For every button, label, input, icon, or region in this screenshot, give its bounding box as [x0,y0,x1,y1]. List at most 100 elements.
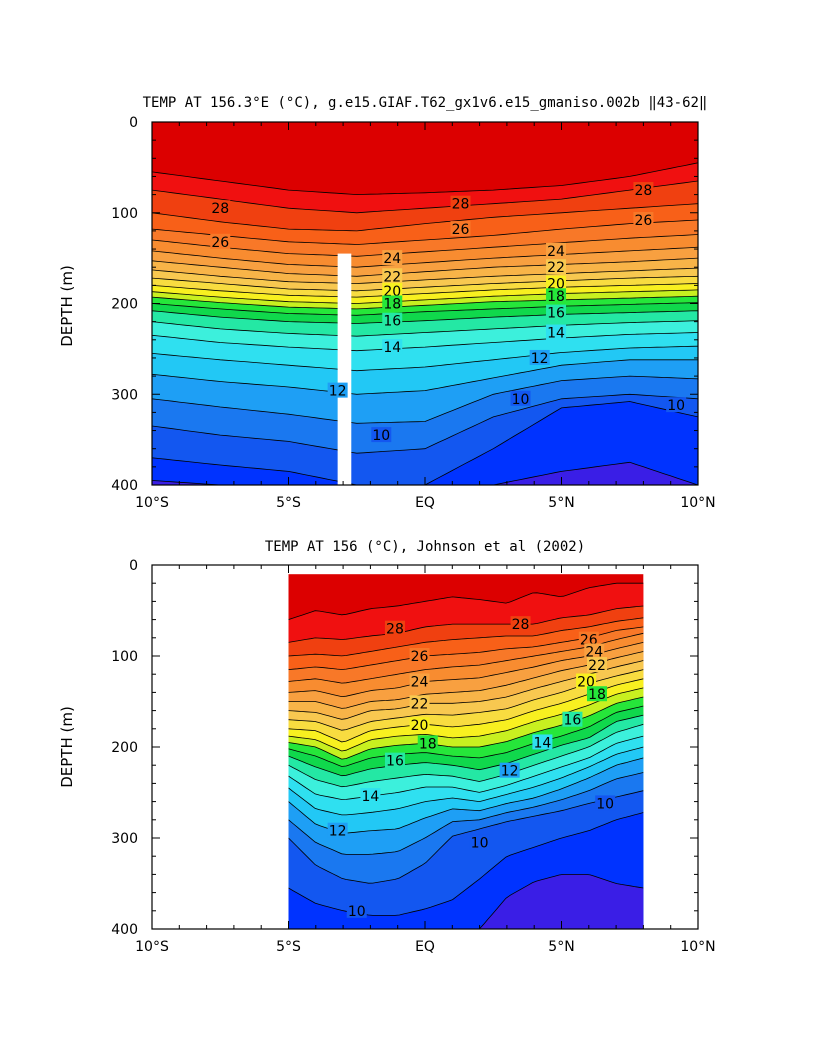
contour-label: 26 [452,222,470,238]
contour-label-bg [409,695,430,711]
model-temperature-panel: TEMP AT 156.3°E (°C), g.e15.GIAF.T62_gx1… [58,95,716,511]
isotherm-19 [152,289,698,304]
contour-label: 12 [329,384,347,400]
isotherm-11 [152,375,698,424]
contour-label: 24 [585,644,603,660]
contour-label-bg [210,200,231,216]
contour-label: 16 [386,754,404,770]
y-tick-label: 300 [111,831,138,847]
isotherm-17 [152,302,698,316]
contour-label: 14 [547,326,565,342]
y-tick-label: 0 [129,558,138,574]
contour-label-bg [382,282,403,298]
contour-label-bg [346,902,367,918]
y-tick-label: 300 [111,387,138,403]
contour-label-bg [546,324,567,340]
contour-label-bg [360,788,381,804]
contour-label-bg [409,648,430,663]
contour-label: 14 [533,735,551,751]
contour-label: 12 [329,824,347,840]
contour-label-bg [382,312,403,328]
contour-label-bg [450,195,471,211]
contour-label: 10 [372,428,390,444]
contour-label: 28 [512,617,530,633]
isotherm-24 [152,246,698,268]
isotherm-22 [152,267,698,284]
isotherm-25 [288,632,644,684]
contour-label: 26 [211,235,229,251]
contour-label: 16 [564,713,582,729]
panel-title-observed: TEMP AT 156 (°C), Johnson et al (2002) [265,539,585,555]
isotherm-18 [288,696,644,760]
contour-label: 14 [383,340,401,356]
isotherm-29 [288,582,644,620]
contour-label: 10 [667,398,685,414]
contour-label-bg [578,631,599,647]
x-tick-label: 5°S [276,939,301,955]
contour-label: 28 [452,197,470,213]
x-tick-label: EQ [415,495,435,511]
contour-label: 16 [383,314,401,330]
contour-label: 28 [634,183,652,199]
isotherm-10 [152,393,698,454]
contour-label-bg [417,735,438,751]
isotherm-12 [152,359,698,395]
isotherm-8 [152,461,698,485]
x-tick-label: 10°N [680,939,715,955]
contour-label-bg [371,427,392,443]
contour-label-bg [586,686,607,702]
isotherm-23 [152,257,698,277]
isotherm-28 [152,180,698,214]
y-tick-label: 400 [111,922,138,938]
x-tick-label: 10°S [135,495,169,511]
contour-label: 20 [411,718,429,734]
contour-label-bg [327,822,348,838]
contour-label: 22 [547,260,565,276]
contour-label-bg [327,382,348,398]
contour-label-bg [382,339,403,355]
isotherm-15 [288,723,644,788]
contour-label: 18 [383,297,401,313]
observed-temperature-panel: TEMP AT 156 (°C), Johnson et al (2002) D… [58,539,716,955]
contour-label: 18 [419,736,437,752]
contour-label-bg [450,221,471,237]
contour-label: 14 [361,789,379,805]
contour-label-bg [546,242,567,258]
x-tick-label: 5°S [276,495,301,511]
y-axis-label-model: DEPTH (m) [58,265,76,347]
x-tick-label: 5°N [548,495,574,511]
panel-title-model: TEMP AT 156.3°E (°C), g.e15.GIAF.T62_gx1… [143,95,708,111]
isotherm-9 [152,401,698,485]
contour-label-bg [633,182,654,198]
contour-label-bg [409,673,430,689]
contour-label: 18 [547,289,565,305]
isotherm-16 [152,310,698,324]
temp-band-9 [152,401,698,485]
isotherm-11 [288,772,644,855]
isotherm-17 [288,705,644,767]
contour-label: 12 [531,351,549,367]
isotherm-20 [288,678,644,743]
contour-label: 28 [386,622,404,638]
x-tick-label: 10°S [135,939,169,955]
isotherm-13 [288,746,644,816]
contour-label: 22 [383,269,401,285]
contour-label: 24 [411,674,429,690]
contour-label-bg [510,390,531,406]
isotherm-20 [152,283,698,298]
x-tick-label: 10°N [680,495,715,511]
contour-label: 16 [547,306,565,322]
contour-label: 24 [383,251,401,267]
contour-label: 12 [501,764,519,780]
contour-label-bg [382,250,403,266]
y-tick-label: 0 [129,115,138,131]
isotherm-21 [152,275,698,292]
isotherm-15 [152,320,698,337]
contour-label-bg [510,616,531,632]
contour-label: 10 [471,836,489,852]
missing-data-column [337,253,352,485]
isotherm-23 [288,651,644,709]
contour-label-bg [382,295,403,311]
